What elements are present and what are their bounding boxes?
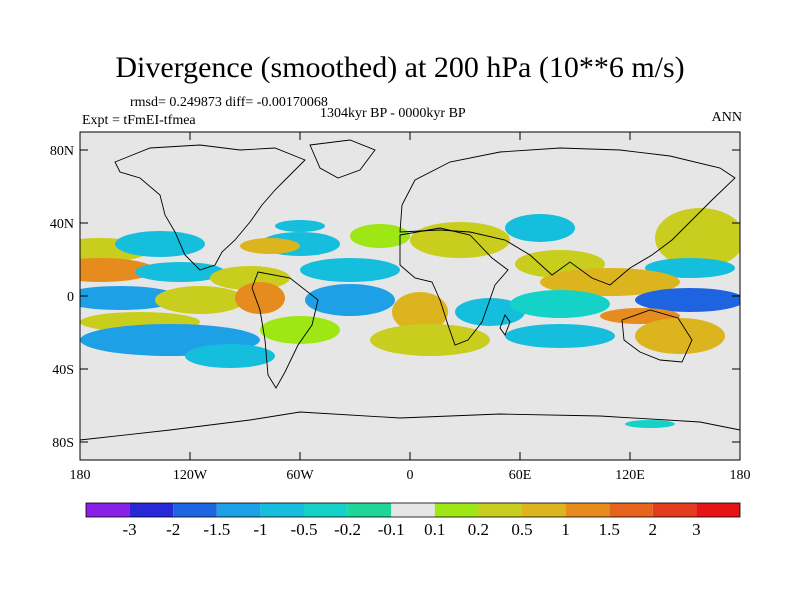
colorbar-swatch [696,503,740,517]
divergence-blob [80,258,155,282]
colorbar-swatch [434,503,479,517]
colorbar-swatch [260,503,304,517]
y-tick-label: 40S [52,363,74,378]
divergence-blob [185,344,275,368]
divergence-blob [155,286,245,314]
divergence-blob [350,224,410,248]
colorbar-swatch [347,503,392,517]
colorbar-swatch [652,503,697,517]
x-tick-label: 120W [173,468,208,483]
colorbar-frame [85,502,741,518]
colorbar-swatch [522,503,566,517]
divergence-blob [635,318,725,354]
y-tick-label: 80N [50,144,74,159]
greenland-outline [309,139,376,179]
x-tick-label: 120E [615,468,645,483]
colorbar-swatch [173,503,217,517]
colorbar-swatch [129,503,174,517]
divergence-blob [625,420,675,428]
divergence-blob [505,324,615,348]
y-tick-label: 40N [50,217,74,232]
antarctica-outline [79,411,741,441]
colorbar-swatch [86,503,130,517]
colorbar-label: -1 [253,520,267,539]
colorbar-swatches [86,503,740,517]
y-tick-label: 80S [52,436,74,451]
south-america-outline [251,271,319,389]
divergence-blob [275,220,325,232]
colorbar-label: -3 [123,520,137,539]
colorbar-swatch [216,503,261,517]
experiment-label: Expt = tFmEI-tfmea [82,113,196,128]
map-panel: 80N 40N 0 40S 80S 180 120W 60W 0 60E 120… [50,131,751,483]
rmsd-diff-stats: rmsd= 0.249873 diff= -0.00170068 [130,95,328,110]
colorbar-label: 1 [561,520,570,539]
colorbar-label: 3 [692,520,701,539]
x-tick-label: 60E [509,468,532,483]
colorbar-label: 0.1 [424,520,445,539]
divergence-blob [235,282,285,314]
colorbar-swatch [565,503,610,517]
x-tick-label: 180 [70,468,91,483]
colorbar-swatch [478,503,522,517]
australia-outline [621,309,693,363]
europe-asia-outline [399,147,736,286]
x-tick-label: 0 [407,468,414,483]
map-title: Divergence (smoothed) at 200 hPa (10**6 … [115,51,685,84]
divergence-blob [392,292,448,332]
axis-ticks [79,132,741,460]
colorbar-label: -1.5 [203,520,230,539]
north-america-outline [114,144,306,271]
colorbar-swatch [304,503,348,517]
colorbar-label: 2 [649,520,658,539]
colorbar-label: -0.5 [291,520,318,539]
x-tick-label: 60W [286,468,314,483]
colorbar-label: 0.2 [468,520,489,539]
x-tick-label: 180 [730,468,751,483]
divergence-blob [510,290,610,318]
divergence-blob [505,214,575,242]
divergence-blob [80,286,180,310]
colorbar-swatch [609,503,653,517]
divergence-blob [240,238,300,254]
continent-outlines [79,139,741,441]
colorbar-label: -2 [166,520,180,539]
divergence-blob [305,284,395,316]
divergence-field [80,208,740,428]
colorbar-label: 0.5 [511,520,532,539]
colorbar: -3 -2 -1.5 -1 -0.5 -0.2 -0.1 0.1 0.2 0.5… [85,502,741,539]
divergence-blob [655,208,740,268]
divergence-blob [635,288,740,312]
divergence-blob [370,324,490,356]
divergence-blob [260,316,340,344]
colorbar-swatch [391,503,435,517]
colorbar-label: -0.2 [334,520,361,539]
colorbar-label: 1.5 [599,520,620,539]
divergence-blob [115,231,205,257]
africa-outline [399,227,509,346]
madagascar-outline [499,314,511,336]
divergence-blob [645,258,735,278]
y-tick-label: 0 [67,290,74,305]
period-label: 1304kyr BP - 0000kyr BP [320,106,466,121]
divergence-blob [540,268,680,296]
divergence-blob [135,262,225,282]
season-label: ANN [711,110,742,125]
colorbar-label: -0.1 [378,520,405,539]
divergence-blob [410,222,510,258]
divergence-blob [300,258,400,282]
